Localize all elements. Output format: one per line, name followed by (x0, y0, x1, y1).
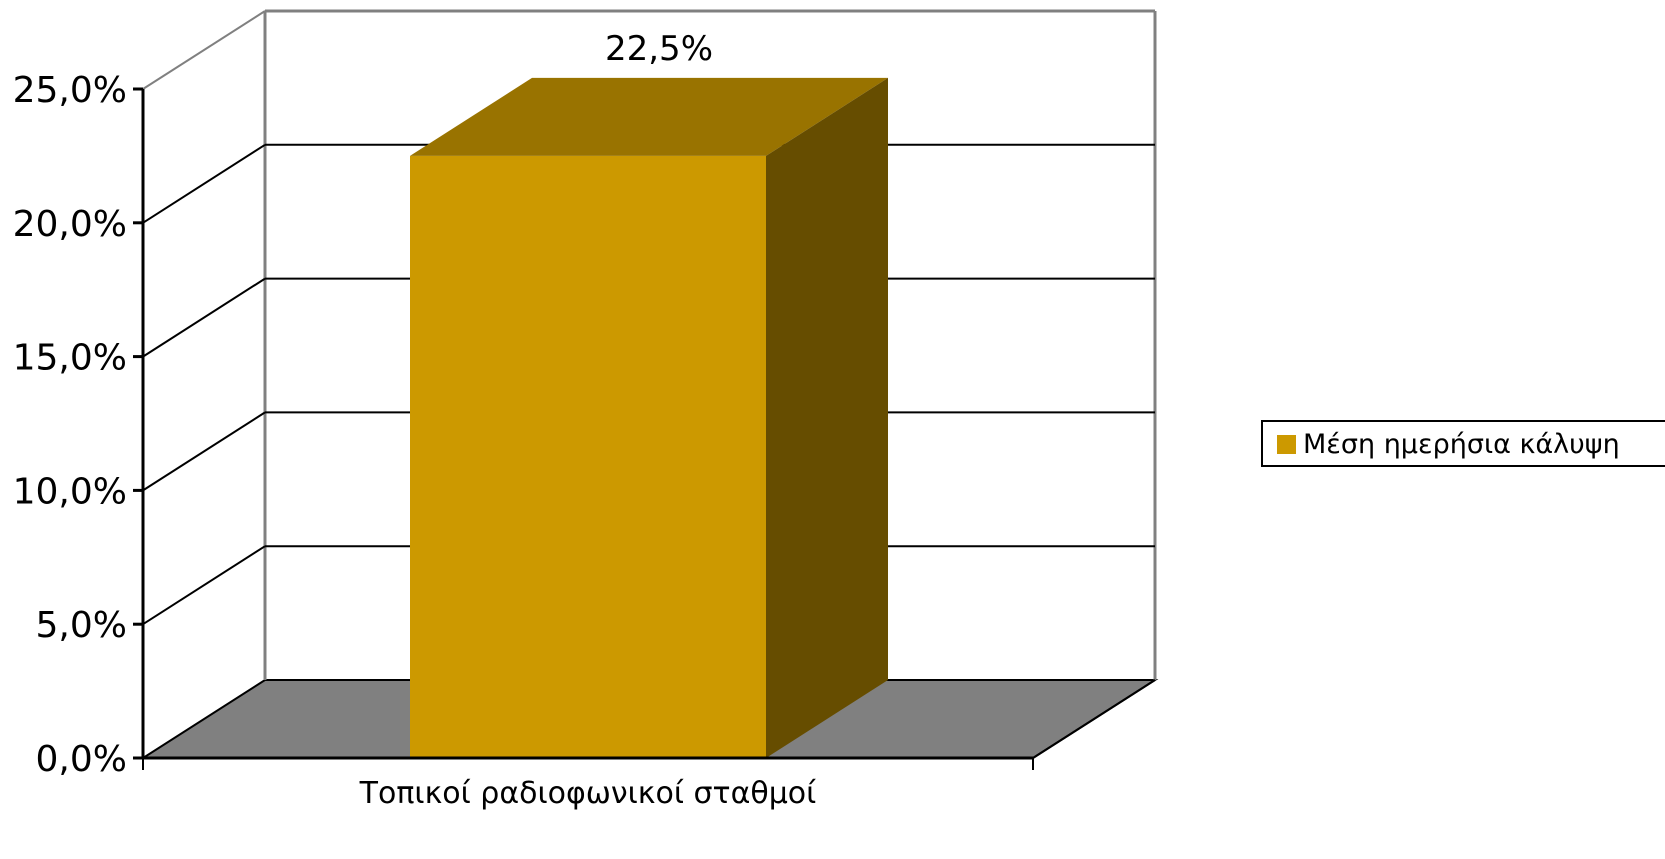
floor-right-edge (1032, 679, 1156, 759)
y-tick-label: 15,0% (13, 338, 127, 379)
bars (410, 77, 888, 758)
axes (133, 87, 1156, 770)
bar-top (410, 77, 888, 156)
legend: Μέση ημερήσια κάλυψη (1261, 420, 1665, 467)
y-tick-label: 25,0% (13, 70, 127, 111)
y-tick-label: 20,0% (13, 204, 127, 245)
y-tick-label: 0,0% (36, 739, 127, 780)
legend-swatch (1277, 435, 1296, 454)
bar-side (766, 77, 888, 758)
bar-front (410, 155, 766, 758)
y-tick-label: 10,0% (13, 471, 127, 512)
legend-label: Μέση ημερήσια κάλυψη (1303, 429, 1620, 460)
gridline-side (142, 411, 266, 492)
side-wall-top-edge (142, 10, 266, 90)
category-label: Τοπικοί ραδιοφωνικοί σταθμοί (359, 776, 817, 811)
gridline-side (142, 545, 266, 626)
y-tick-label: 5,0% (36, 605, 127, 646)
gridline-side (142, 277, 266, 358)
data-label: 22,5% (605, 29, 713, 69)
labels: 22,5% Τοπικοί ραδιοφωνικοί σταθμοί 0,0% 5,0… (13, 29, 817, 811)
legend-box (1261, 420, 1665, 467)
gridline-side (142, 143, 266, 224)
